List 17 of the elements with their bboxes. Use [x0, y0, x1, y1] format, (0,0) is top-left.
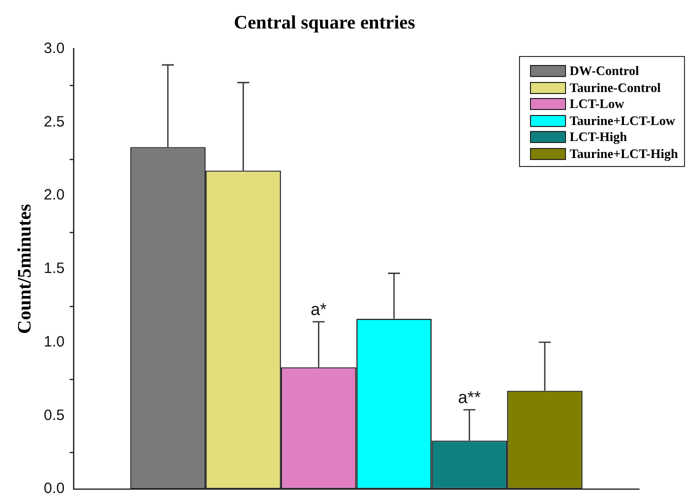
legend-label: DW-Control	[570, 63, 640, 80]
legend-label: LCT-Low	[570, 96, 624, 112]
data-label: a*	[310, 300, 328, 319]
chart-title: Central square entries	[234, 12, 416, 34]
y-axis-title: Count/5minutes	[14, 204, 36, 334]
legend-label: Taurine-Control	[570, 80, 661, 96]
y-tick-label: 2.5	[44, 113, 65, 130]
y-tick-label: 2.0	[44, 186, 65, 204]
legend-label: Taurine+LCT-Low	[570, 112, 676, 129]
y-tick-label: 0.0	[44, 480, 65, 498]
y-tick-label: 1.0	[44, 333, 65, 350]
legend-label: LCT-High	[570, 129, 627, 146]
data-label: a**	[458, 388, 482, 407]
y-tick-label: 3.0	[44, 40, 65, 57]
y-tick-label: 1.5	[44, 260, 65, 278]
legend-label: Taurine+LCT-High	[570, 146, 678, 162]
y-tick-label: 0.5	[44, 406, 65, 424]
